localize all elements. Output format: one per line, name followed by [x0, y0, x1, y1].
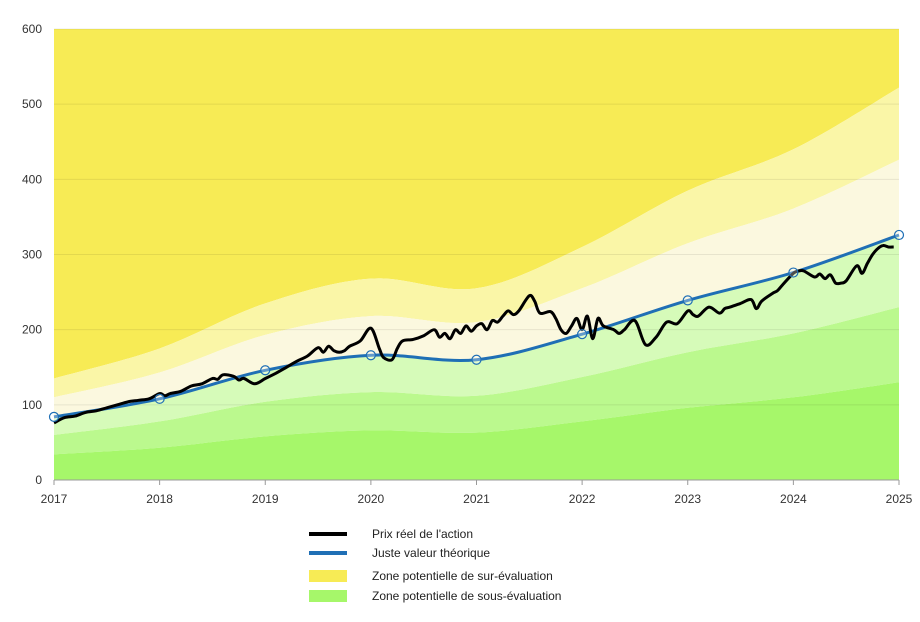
y-tick-label-5: 500: [22, 97, 42, 111]
y-tick-label-6: 600: [22, 22, 42, 36]
x-tick-label-0: 2017: [41, 492, 68, 506]
x-tick-label-2: 2019: [252, 492, 279, 506]
y-tick-label-2: 200: [22, 323, 42, 337]
y-tick-label-3: 300: [22, 248, 42, 262]
legend-swatch-box-3: [309, 590, 347, 602]
legend-swatch-box-2: [309, 570, 347, 582]
band-overvaluation-top: [54, 29, 899, 379]
y-tick-label-4: 400: [22, 172, 42, 186]
band-undervaluation-bottom: [54, 382, 899, 480]
legend: Prix réel de l'action Juste valeur théori…: [309, 527, 561, 603]
x-tick-label-1: 2018: [146, 492, 173, 506]
fair-value-point-2: [260, 365, 271, 376]
band-overvaluation-mid: [54, 87, 899, 398]
fair-value-line: [53, 233, 900, 419]
x-tick-label-4: 2021: [463, 492, 490, 506]
band-undervaluation-mid: [54, 307, 899, 455]
x-tick-label-8: 2025: [886, 492, 913, 506]
fair-value-point-1: [154, 393, 165, 404]
fair-value-point-0: [48, 411, 60, 422]
legend-label-3: Zone potentielle de sous-évaluation: [372, 589, 561, 603]
legend-label-0: Prix réel de l'action: [372, 527, 473, 541]
fair-value-point-3: [365, 350, 376, 361]
legend-label-2: Zone potentielle de sur-évaluation: [372, 569, 553, 583]
legend-swatch-line-0: [309, 532, 347, 536]
fair-value-point-5: [577, 329, 588, 340]
fair-value-point-4: [471, 354, 482, 365]
x-tick-label-6: 2023: [674, 492, 701, 506]
y-tick-label-1: 100: [22, 398, 42, 412]
x-tick-label-3: 2020: [358, 492, 385, 506]
axes: 0 100 200 300 400 500 600 2017 2018 2019 2020 2021 2…: [22, 22, 913, 506]
fair-value-point-8: [893, 229, 905, 241]
x-tick-label-7: 2024: [780, 492, 807, 506]
fair-value-point-6: [682, 295, 693, 306]
legend-swatch-line-1: [309, 551, 347, 555]
legend-label-1: Juste valeur théorique: [372, 546, 490, 560]
x-tick-label-5: 2022: [569, 492, 596, 506]
stock-price-line: [53, 243, 894, 425]
y-tick-label-0: 0: [35, 473, 42, 487]
fair-value-point-7: [788, 267, 799, 278]
band-fair-lower: [54, 235, 899, 435]
series: [48, 229, 905, 425]
